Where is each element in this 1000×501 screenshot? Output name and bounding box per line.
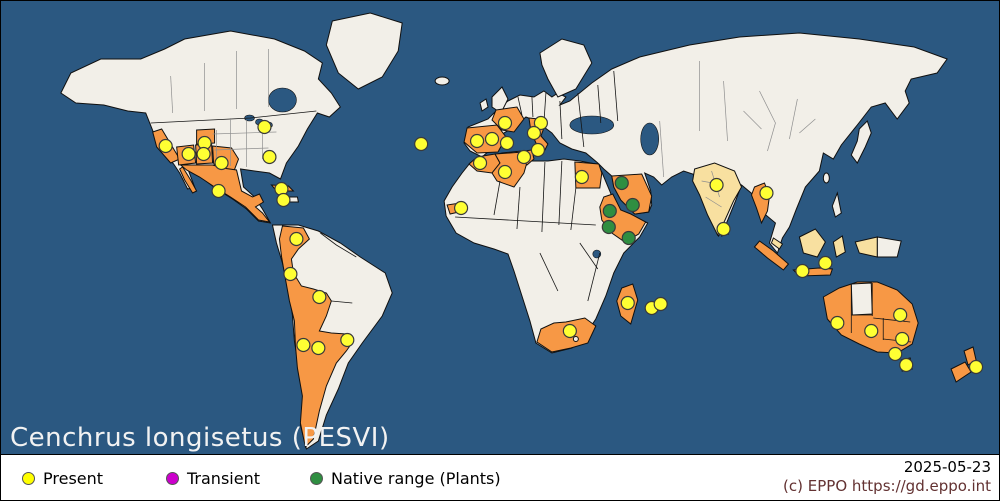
- black-sea: [569, 115, 615, 135]
- legend-label-native-range: Native range (Plants): [331, 468, 501, 488]
- marker-present[interactable]: [484, 131, 500, 147]
- landmass-africa: [443, 150, 649, 354]
- marker-present[interactable]: [530, 142, 546, 158]
- world-map-area[interactable]: Cenchrus longisetus (PESVI): [1, 1, 999, 454]
- world-map-svg[interactable]: [1, 1, 999, 454]
- marker-present[interactable]: [469, 133, 485, 149]
- map-title: Cenchrus longisetus (PESVI): [10, 423, 390, 453]
- marker-present[interactable]: [211, 183, 226, 199]
- marker-present[interactable]: [709, 177, 724, 193]
- landmass-eurasia: [463, 32, 948, 255]
- map-footer: Present Transient Native range (Plants) …: [1, 454, 999, 500]
- marker-native_range[interactable]: [602, 203, 617, 219]
- marker-present[interactable]: [181, 146, 196, 162]
- marker-present[interactable]: [899, 357, 914, 373]
- country-sumatra[interactable]: [753, 240, 790, 271]
- marker-present[interactable]: [311, 340, 326, 356]
- landmass-scandinavia: [539, 38, 593, 98]
- marker-native_range[interactable]: [625, 197, 640, 213]
- marker-present[interactable]: [312, 289, 327, 305]
- distribution-markers-layer[interactable]: [158, 115, 984, 375]
- country-new-guinea-west[interactable]: [854, 236, 878, 258]
- caspian-sea: [640, 122, 659, 156]
- landmass-ireland: [479, 98, 489, 112]
- country-india[interactable]: [692, 162, 743, 237]
- marker-present[interactable]: [759, 185, 774, 201]
- legend-label-present: Present: [43, 468, 104, 488]
- landmass-new-guinea-east: [876, 236, 902, 258]
- legend-item-present: Present: [22, 455, 104, 500]
- marker-present[interactable]: [818, 255, 833, 271]
- native-range-marker-icon: [310, 471, 323, 485]
- marker-present[interactable]: [453, 200, 469, 216]
- marker-present[interactable]: [414, 136, 429, 152]
- marker-native_range[interactable]: [621, 230, 636, 246]
- marker-present[interactable]: [214, 155, 229, 171]
- landmass-britain: [491, 86, 509, 114]
- country-lesotho: [572, 336, 579, 342]
- marker-present[interactable]: [562, 323, 577, 339]
- transient-marker-icon: [166, 471, 179, 485]
- legend-label-transient: Transient: [187, 468, 260, 488]
- marker-present[interactable]: [283, 266, 298, 282]
- marker-present[interactable]: [888, 346, 903, 362]
- landmass-greenland: [325, 12, 403, 90]
- marker-present[interactable]: [158, 138, 173, 154]
- marker-present[interactable]: [472, 155, 488, 171]
- legend-item-native-range: Native range (Plants): [310, 455, 501, 500]
- marker-native_range[interactable]: [601, 219, 616, 235]
- marker-present[interactable]: [895, 331, 910, 347]
- marker-present[interactable]: [262, 149, 277, 165]
- marker-present[interactable]: [716, 221, 731, 237]
- marker-present[interactable]: [795, 263, 810, 279]
- continents: [60, 12, 948, 450]
- country-mexico-baja[interactable]: [179, 166, 198, 194]
- marker-present[interactable]: [533, 115, 549, 131]
- country-australia[interactable]: [822, 281, 919, 354]
- marker-native_range[interactable]: [614, 175, 629, 191]
- marker-present[interactable]: [257, 119, 272, 135]
- marker-present[interactable]: [497, 164, 513, 180]
- marker-present[interactable]: [893, 307, 908, 323]
- eppo-copyright-link[interactable]: (c) EPPO https://gd.eppo.int: [783, 477, 991, 495]
- present-marker-icon: [22, 471, 35, 485]
- legend-item-transient: Transient: [166, 455, 260, 500]
- marker-present[interactable]: [830, 315, 845, 331]
- marker-present[interactable]: [516, 149, 532, 165]
- country-malaysia[interactable]: [770, 237, 784, 250]
- marker-present[interactable]: [499, 135, 515, 151]
- marker-present[interactable]: [526, 125, 542, 141]
- country-australia-nt[interactable]: [850, 282, 873, 316]
- marker-present[interactable]: [196, 146, 211, 162]
- landmass-japan: [850, 120, 872, 164]
- hudson-bay: [268, 87, 297, 113]
- landmass-taiwan: [822, 172, 830, 184]
- map-date: 2025-05-23: [903, 458, 991, 476]
- landmass-north-america: [60, 30, 341, 224]
- admin-borders: [150, 49, 912, 343]
- landmass-iceland: [434, 76, 450, 86]
- marker-present[interactable]: [653, 296, 668, 312]
- marker-present[interactable]: [276, 192, 291, 208]
- marker-present[interactable]: [864, 323, 879, 339]
- marker-present[interactable]: [497, 115, 513, 131]
- marker-present[interactable]: [620, 295, 635, 311]
- country-sulawesi[interactable]: [832, 235, 846, 258]
- landmass-philippines: [831, 191, 842, 218]
- marker-present[interactable]: [574, 169, 589, 185]
- marker-present[interactable]: [340, 332, 355, 348]
- map-stamp: 2025-05-23 (c) EPPO https://gd.eppo.int: [783, 458, 991, 496]
- marker-present[interactable]: [968, 359, 984, 375]
- country-borneo[interactable]: [798, 228, 826, 258]
- marker-present[interactable]: [289, 231, 304, 247]
- marker-present[interactable]: [296, 337, 311, 353]
